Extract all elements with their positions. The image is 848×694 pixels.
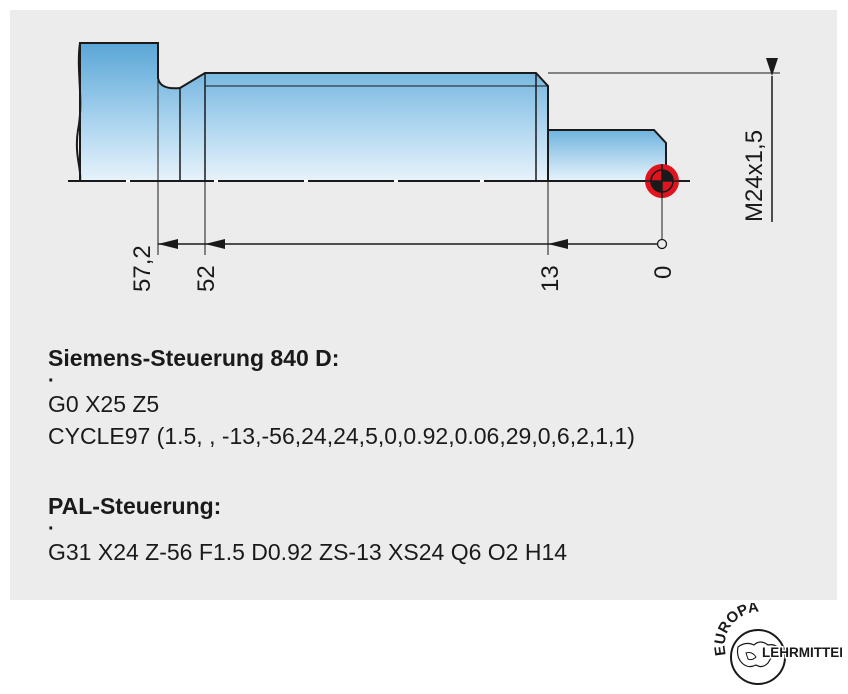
pal-line-1: G31 X24 Z-56 F1.5 D0.92 ZS-13 XS24 Q6 O2… bbox=[48, 539, 568, 565]
figure-panel: M24x1,5 57,2 52 13 0 Siemens-Steuerung 8… bbox=[10, 10, 837, 600]
europa-lehrmittel-logo: EUROPA LEHRMITTEL bbox=[712, 603, 842, 685]
dim-label-57-2: 57,2 bbox=[129, 245, 156, 292]
dim-label-13: 13 bbox=[537, 265, 564, 292]
workpiece-zero-icon bbox=[645, 164, 679, 198]
thread-label: M24x1,5 bbox=[741, 130, 768, 222]
siemens-line-2: CYCLE97 (1.5, , -13,-56,24,24,5,0,0.92,0… bbox=[48, 423, 635, 449]
break-line bbox=[75, 42, 82, 182]
siemens-block: Siemens-Steuerung 840 D: · G0 X25 Z5 CYC… bbox=[48, 342, 635, 452]
origin-marker bbox=[656, 238, 668, 250]
workpiece-body bbox=[79, 42, 549, 182]
pal-block: PAL-Steuerung: · G31 X24 Z-56 F1.5 D0.92… bbox=[48, 490, 567, 568]
technical-drawing: M24x1,5 57,2 52 13 0 bbox=[68, 42, 780, 292]
logo-bottom-text: LEHRMITTEL bbox=[762, 645, 842, 660]
arrow-57-2 bbox=[158, 239, 178, 249]
arrow-52 bbox=[205, 239, 225, 249]
arrow-13 bbox=[548, 239, 568, 249]
workpiece-pin bbox=[547, 129, 667, 182]
siemens-dot: · bbox=[48, 370, 55, 392]
pal-dot: · bbox=[48, 518, 55, 540]
pal-heading: PAL-Steuerung: bbox=[48, 493, 222, 519]
siemens-line-1: G0 X25 Z5 bbox=[48, 391, 160, 417]
siemens-heading: Siemens-Steuerung 840 D: bbox=[48, 345, 340, 371]
dim-label-0: 0 bbox=[650, 266, 677, 279]
dim-label-52: 52 bbox=[193, 265, 220, 292]
